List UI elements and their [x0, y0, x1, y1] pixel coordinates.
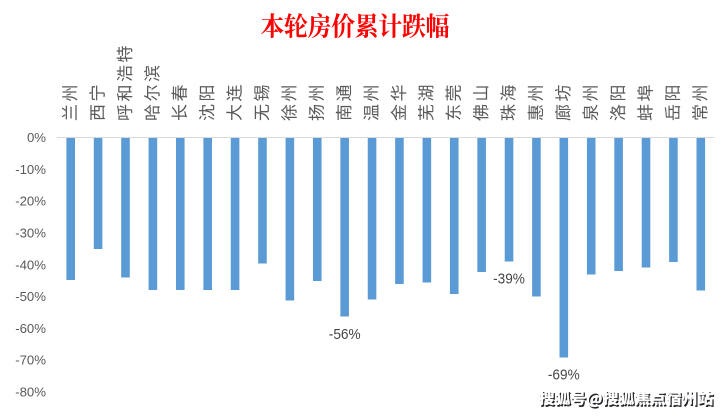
svg-text:-30%: -30% [15, 226, 46, 241]
svg-text:-40%: -40% [15, 257, 46, 272]
svg-text:-50%: -50% [15, 289, 46, 304]
svg-text:-69%: -69% [548, 367, 580, 383]
svg-text:-60%: -60% [15, 321, 46, 336]
svg-text:-56%: -56% [329, 327, 361, 343]
svg-text:-80%: -80% [15, 384, 46, 399]
svg-text:-20%: -20% [15, 194, 46, 209]
svg-text:-10%: -10% [15, 162, 46, 177]
svg-text:-70%: -70% [15, 353, 46, 368]
svg-text:0%: 0% [27, 130, 46, 145]
svg-text:-39%: -39% [493, 272, 525, 288]
